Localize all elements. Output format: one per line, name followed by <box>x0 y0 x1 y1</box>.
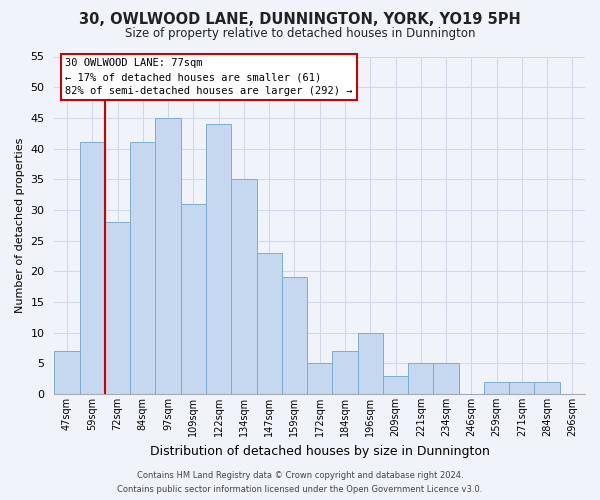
Text: 30 OWLWOOD LANE: 77sqm
← 17% of detached houses are smaller (61)
82% of semi-det: 30 OWLWOOD LANE: 77sqm ← 17% of detached… <box>65 58 353 96</box>
Bar <box>231 179 257 394</box>
Text: Contains HM Land Registry data © Crown copyright and database right 2024.
Contai: Contains HM Land Registry data © Crown c… <box>118 472 482 494</box>
Bar <box>130 142 155 394</box>
Text: Size of property relative to detached houses in Dunnington: Size of property relative to detached ho… <box>125 28 475 40</box>
Bar <box>408 364 433 394</box>
Y-axis label: Number of detached properties: Number of detached properties <box>15 138 25 313</box>
Bar <box>332 351 358 394</box>
Bar <box>433 364 458 394</box>
Bar <box>484 382 509 394</box>
Bar <box>155 118 181 394</box>
Bar <box>307 364 332 394</box>
Bar <box>383 376 408 394</box>
Text: 30, OWLWOOD LANE, DUNNINGTON, YORK, YO19 5PH: 30, OWLWOOD LANE, DUNNINGTON, YORK, YO19… <box>79 12 521 28</box>
Bar <box>282 278 307 394</box>
Bar <box>257 253 282 394</box>
Bar <box>105 222 130 394</box>
Bar <box>55 351 80 394</box>
Bar <box>181 204 206 394</box>
Bar <box>535 382 560 394</box>
Bar <box>358 332 383 394</box>
Bar <box>206 124 231 394</box>
Bar <box>80 142 105 394</box>
X-axis label: Distribution of detached houses by size in Dunnington: Distribution of detached houses by size … <box>150 444 490 458</box>
Bar <box>509 382 535 394</box>
